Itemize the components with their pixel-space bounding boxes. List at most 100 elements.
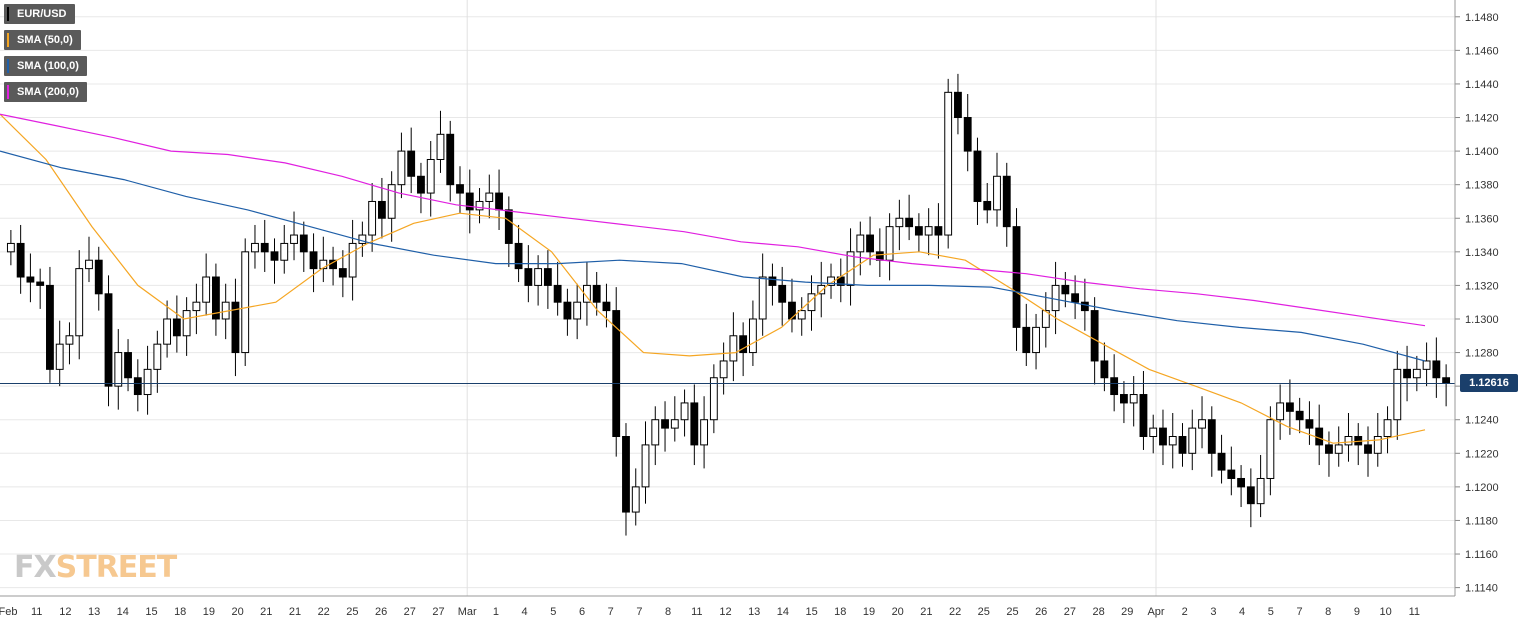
legend: EUR/USD SMA (50,0) SMA (100,0) SMA (200,… bbox=[4, 4, 87, 108]
candle-body bbox=[1432, 360, 1441, 379]
candle-body bbox=[1168, 436, 1177, 446]
candle-body bbox=[475, 200, 484, 211]
x-tick-label: 15 bbox=[145, 606, 157, 618]
candle-body bbox=[182, 310, 191, 337]
candle-body bbox=[124, 352, 132, 379]
candle-body bbox=[1276, 402, 1285, 421]
candle-body bbox=[1207, 419, 1216, 454]
candle-body bbox=[1412, 368, 1421, 379]
candle-body bbox=[260, 242, 269, 253]
x-tick-label: 10 bbox=[1379, 606, 1391, 618]
x-tick-label: 11 bbox=[1409, 606, 1420, 618]
x-tick-label: 26 bbox=[375, 606, 387, 618]
candle-body bbox=[651, 419, 660, 446]
candle-body bbox=[1041, 310, 1050, 328]
x-tick-label: 9 bbox=[1354, 606, 1360, 618]
y-tick-label: 1.1200 bbox=[1465, 482, 1499, 494]
y-tick-label: 1.1280 bbox=[1465, 348, 1499, 360]
candle-body bbox=[641, 444, 650, 488]
candle-body bbox=[602, 301, 611, 312]
candle-body bbox=[934, 226, 943, 236]
candle-body bbox=[1295, 410, 1304, 421]
x-tick-label: 8 bbox=[1325, 606, 1331, 618]
x-tick-label: 20 bbox=[231, 606, 243, 618]
candle-body bbox=[1334, 444, 1343, 454]
candle-body bbox=[1188, 427, 1197, 454]
candle-body bbox=[1159, 427, 1167, 446]
candle-body bbox=[192, 301, 201, 312]
candle-body bbox=[524, 268, 533, 286]
y-tick-label: 1.1420 bbox=[1465, 113, 1499, 125]
candle-body bbox=[748, 318, 757, 354]
candle-body bbox=[1442, 377, 1451, 384]
candle-body bbox=[1237, 477, 1246, 488]
candle-body bbox=[729, 335, 738, 362]
x-tick-label: 21 bbox=[289, 606, 301, 618]
candle-body bbox=[504, 209, 513, 244]
candle-body bbox=[924, 226, 933, 236]
candle-body bbox=[543, 268, 552, 286]
legend-label: SMA (200,0) bbox=[17, 86, 79, 98]
x-tick-label: 7 bbox=[608, 606, 614, 618]
y-axis: 1.1140 1.1160 1.1180 1.1200 1.1220 1.1240 1.12… bbox=[1454, 0, 1499, 596]
candle-body bbox=[993, 175, 1001, 211]
x-tick-label: 15 bbox=[805, 606, 817, 618]
candle-body bbox=[348, 242, 357, 278]
candle-body bbox=[1120, 394, 1128, 404]
candle-body bbox=[270, 251, 279, 261]
x-tick-label: 27 bbox=[1064, 606, 1076, 618]
y-tick-label: 1.1360 bbox=[1465, 213, 1499, 225]
legend-item-eurusd[interactable]: EUR/USD bbox=[4, 4, 75, 24]
y-tick-label: 1.1400 bbox=[1465, 146, 1499, 158]
candle-body bbox=[1285, 402, 1294, 412]
candle-body bbox=[573, 301, 582, 320]
x-tick-label: 21 bbox=[920, 606, 932, 618]
legend-label: SMA (100,0) bbox=[17, 60, 79, 72]
y-tick-label: 1.1440 bbox=[1465, 79, 1499, 91]
candle-body bbox=[905, 217, 914, 228]
x-tick-label: 28 bbox=[1092, 606, 1104, 618]
candle-body bbox=[954, 91, 962, 119]
candle-body bbox=[231, 301, 240, 354]
y-tick-label: 1.1220 bbox=[1465, 448, 1499, 460]
legend-item-sma200[interactable]: SMA (200,0) bbox=[4, 82, 87, 102]
y-tick-label: 1.1480 bbox=[1465, 12, 1499, 24]
candle-body bbox=[319, 259, 328, 270]
candle-body bbox=[368, 200, 377, 236]
candle-body bbox=[241, 251, 250, 354]
x-tick-label: 25 bbox=[346, 606, 358, 618]
candle-body bbox=[1139, 394, 1148, 438]
candle-body bbox=[1393, 368, 1402, 421]
candle-body bbox=[1012, 226, 1021, 328]
candle-body bbox=[1090, 310, 1099, 362]
candle-body bbox=[1022, 326, 1031, 354]
candle-body bbox=[46, 284, 54, 370]
x-tick-label: 6 bbox=[579, 606, 585, 618]
candle-body bbox=[797, 310, 806, 320]
candle-body bbox=[1149, 427, 1158, 438]
x-tick-label: 20 bbox=[892, 606, 904, 618]
candlestick-series bbox=[6, 73, 1451, 536]
x-tick-label: 11 bbox=[31, 606, 42, 618]
candle-body bbox=[114, 352, 123, 387]
candle-body bbox=[1080, 301, 1089, 312]
candle-body bbox=[1422, 360, 1431, 370]
y-tick-label: 1.1460 bbox=[1465, 45, 1499, 57]
legend-item-sma50[interactable]: SMA (50,0) bbox=[4, 30, 81, 50]
candle-body bbox=[1071, 293, 1080, 303]
candle-body bbox=[553, 284, 562, 303]
candle-body bbox=[202, 276, 211, 303]
candle-body bbox=[133, 377, 142, 396]
candle-body bbox=[963, 117, 972, 152]
candle-body bbox=[6, 242, 15, 253]
candle-body bbox=[36, 281, 45, 286]
x-tick-label: 22 bbox=[318, 606, 330, 618]
y-tick-label: 1.1320 bbox=[1465, 280, 1499, 292]
legend-label: SMA (50,0) bbox=[17, 34, 73, 46]
logo-street: STREET bbox=[55, 550, 178, 585]
legend-item-sma100[interactable]: SMA (100,0) bbox=[4, 56, 87, 76]
candle-body bbox=[436, 133, 445, 160]
x-tick-label: 5 bbox=[550, 606, 556, 618]
candle-body bbox=[534, 268, 543, 286]
candle-body bbox=[622, 436, 630, 513]
